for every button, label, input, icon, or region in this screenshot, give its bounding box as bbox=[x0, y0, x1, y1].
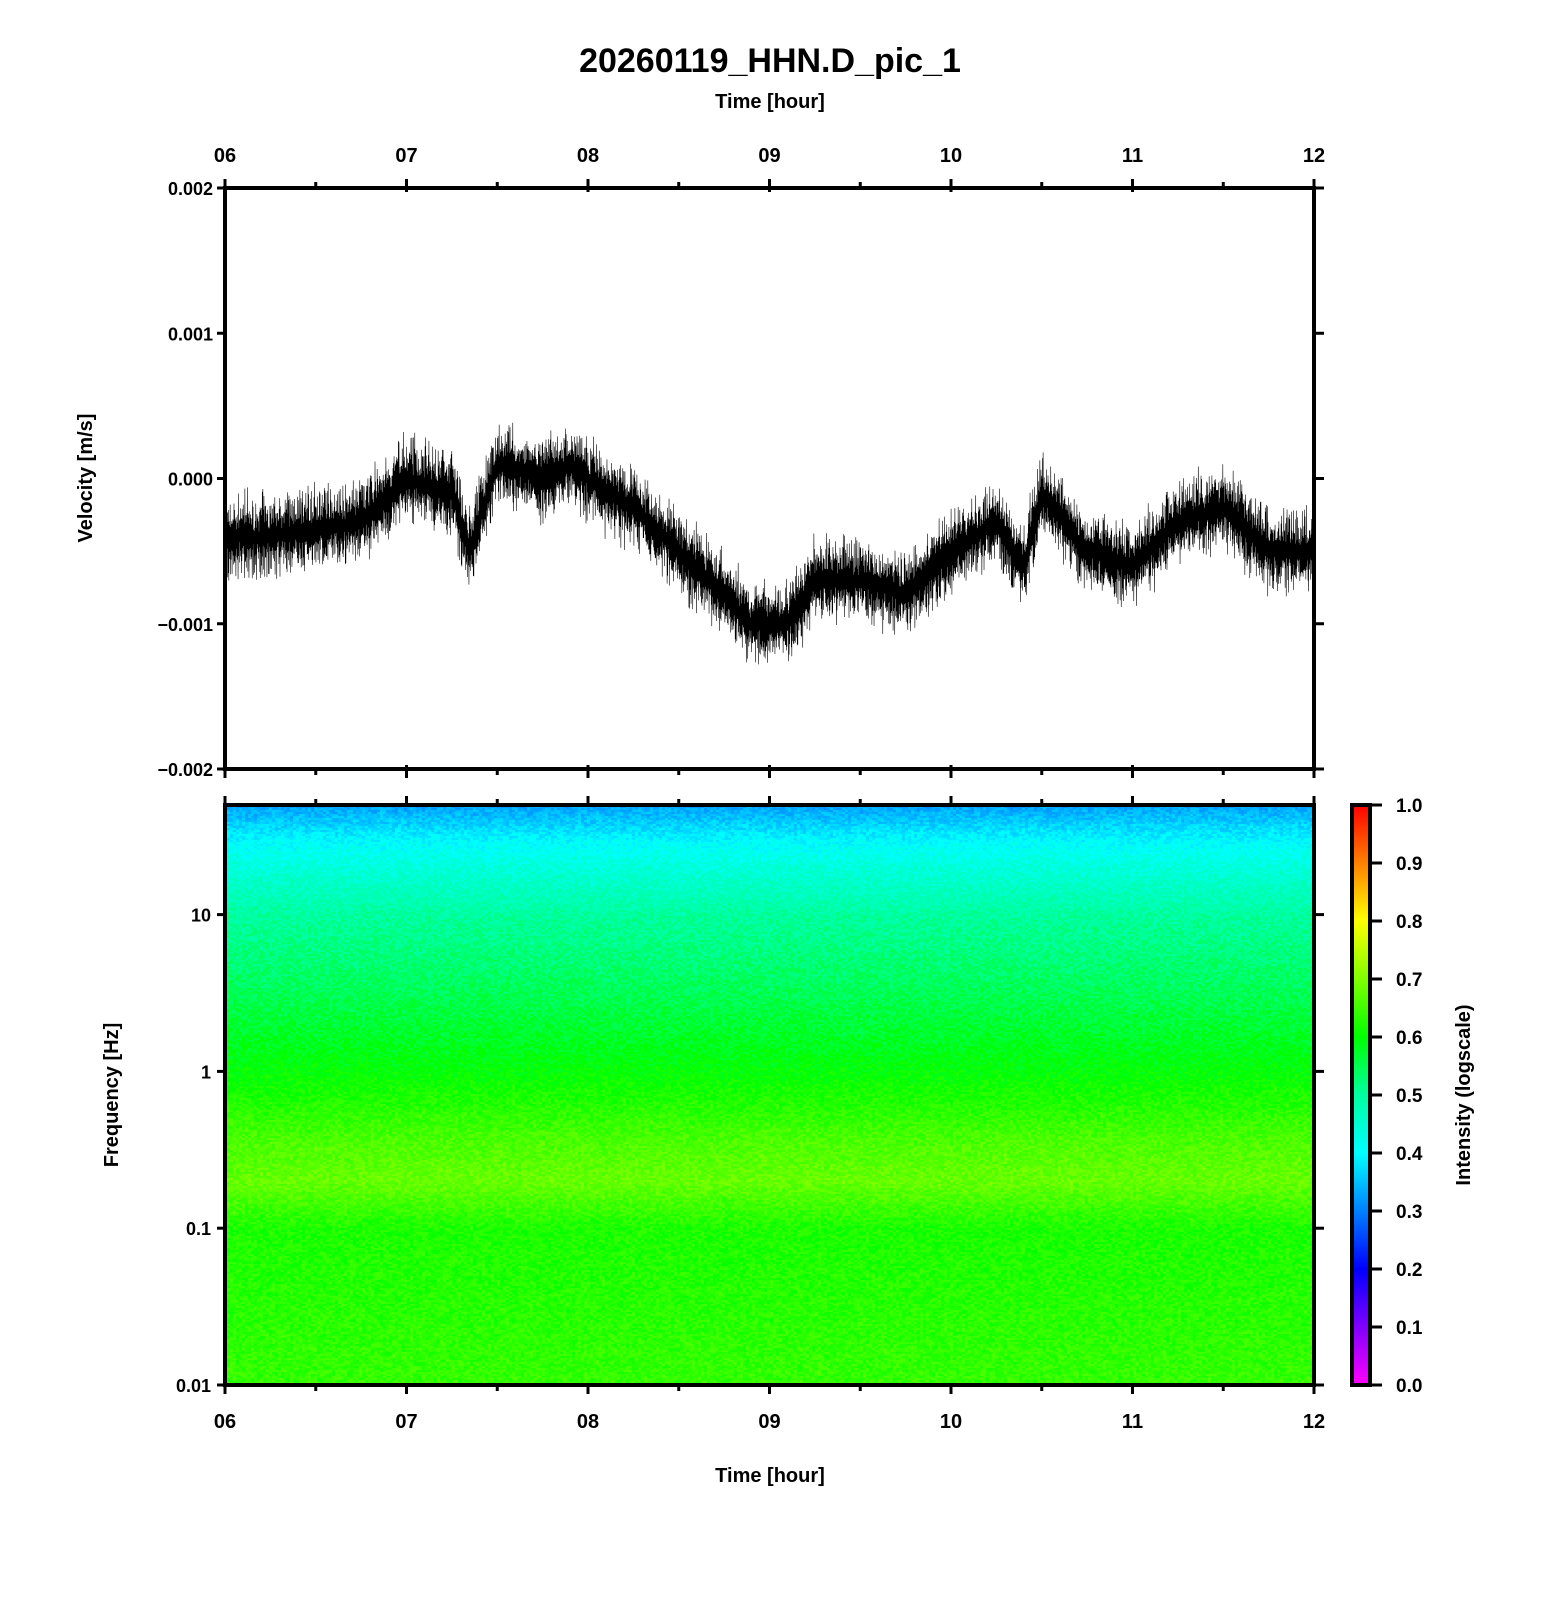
frequency-axis-label: Frequency [Hz] bbox=[101, 1023, 123, 1167]
spectrogram-heatmap bbox=[227, 806, 1313, 1384]
bottom-x-tick-label: 09 bbox=[758, 1411, 780, 1433]
bottom-x-tick-label: 08 bbox=[577, 1411, 599, 1433]
bottom-x-tick-label: 12 bbox=[1303, 1411, 1325, 1433]
top-x-tick-label: 11 bbox=[1122, 145, 1143, 167]
velocity-y-tick-label: −0.001 bbox=[157, 615, 213, 635]
top-x-axis-label: Time [hour] bbox=[715, 91, 825, 113]
bottom-x-tick-label: 07 bbox=[395, 1411, 417, 1433]
velocity-y-tick-label: 0.001 bbox=[168, 324, 213, 344]
velocity-y-tick-label: −0.002 bbox=[157, 760, 213, 780]
bottom-x-tick-label: 06 bbox=[214, 1411, 236, 1433]
bottom-x-tick-label: 10 bbox=[940, 1411, 962, 1433]
bottom-x-tick-label: 11 bbox=[1122, 1411, 1143, 1433]
top-x-tick-label: 12 bbox=[1303, 145, 1325, 167]
top-x-tick-label: 06 bbox=[214, 145, 236, 167]
velocity-y-tick-label: 0.002 bbox=[168, 179, 213, 199]
waveform-panel bbox=[224, 422, 1315, 665]
top-x-tick-label: 08 bbox=[577, 145, 599, 167]
velocity-trace bbox=[224, 422, 1315, 665]
chart-title: 20260119_HHN.D_pic_1 bbox=[579, 42, 961, 80]
top-x-tick-label: 07 bbox=[395, 145, 417, 167]
axes: 06 06 07 07 08 08 09 09 10 10 11 11 12 12 0.002 0.001 0.… bbox=[157, 145, 1325, 1433]
bottom-x-axis-label: Time [hour] bbox=[715, 1465, 825, 1487]
top-x-tick-label: 10 bbox=[940, 145, 962, 167]
velocity-axis-label: Velocity [m/s] bbox=[75, 414, 97, 543]
colorbar-label: Intensity (logscale) bbox=[1453, 1004, 1475, 1185]
top-x-tick-label: 09 bbox=[758, 145, 780, 167]
velocity-y-tick-label: 0.000 bbox=[168, 470, 213, 490]
